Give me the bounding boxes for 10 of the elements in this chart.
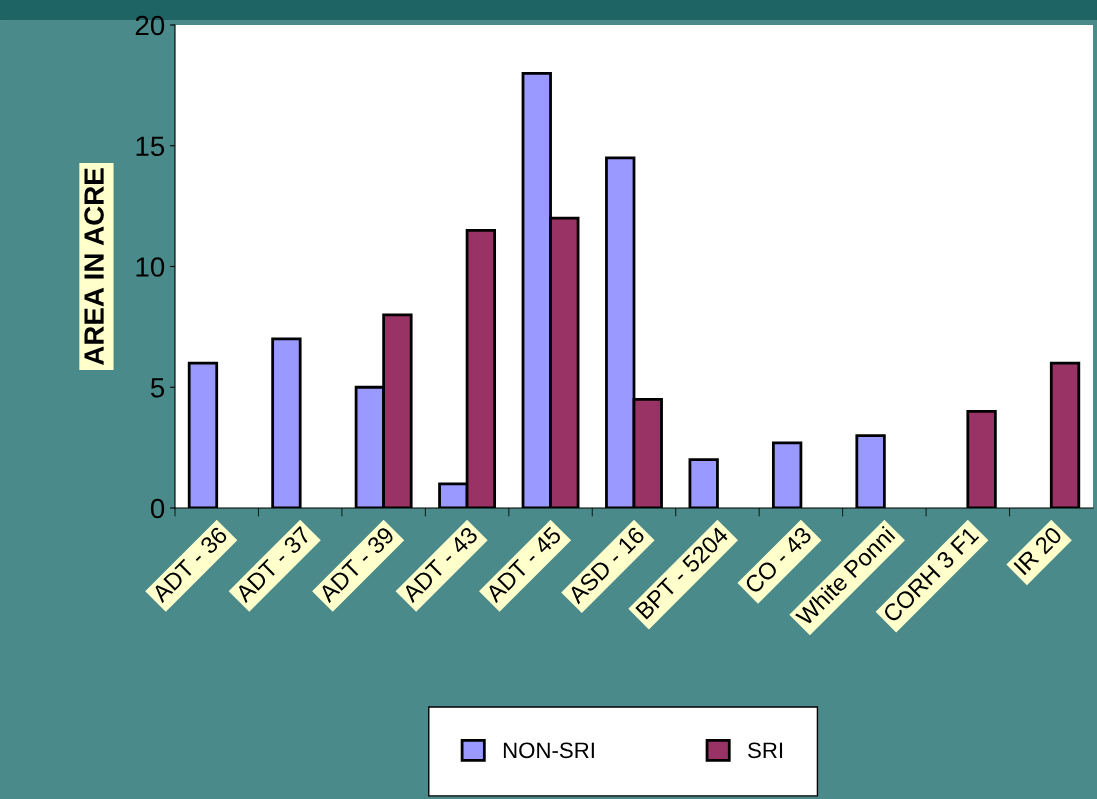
y-tick-label: 5 bbox=[150, 378, 165, 398]
y-tick-label: 15 bbox=[136, 136, 165, 157]
y-tick-label: 10 bbox=[136, 257, 165, 277]
y-tick-label: 0 bbox=[150, 498, 165, 519]
y-axis-title: AREA IN ACRE bbox=[84, 168, 104, 366]
x-tick-label: IR 20 bbox=[1013, 525, 1063, 576]
y-tick-label: 20 bbox=[135, 15, 165, 36]
legend-label: SRI bbox=[748, 742, 783, 759]
x-tick-label: CO - 43 bbox=[743, 525, 813, 595]
legend-label: NON-SRI bbox=[503, 742, 594, 759]
